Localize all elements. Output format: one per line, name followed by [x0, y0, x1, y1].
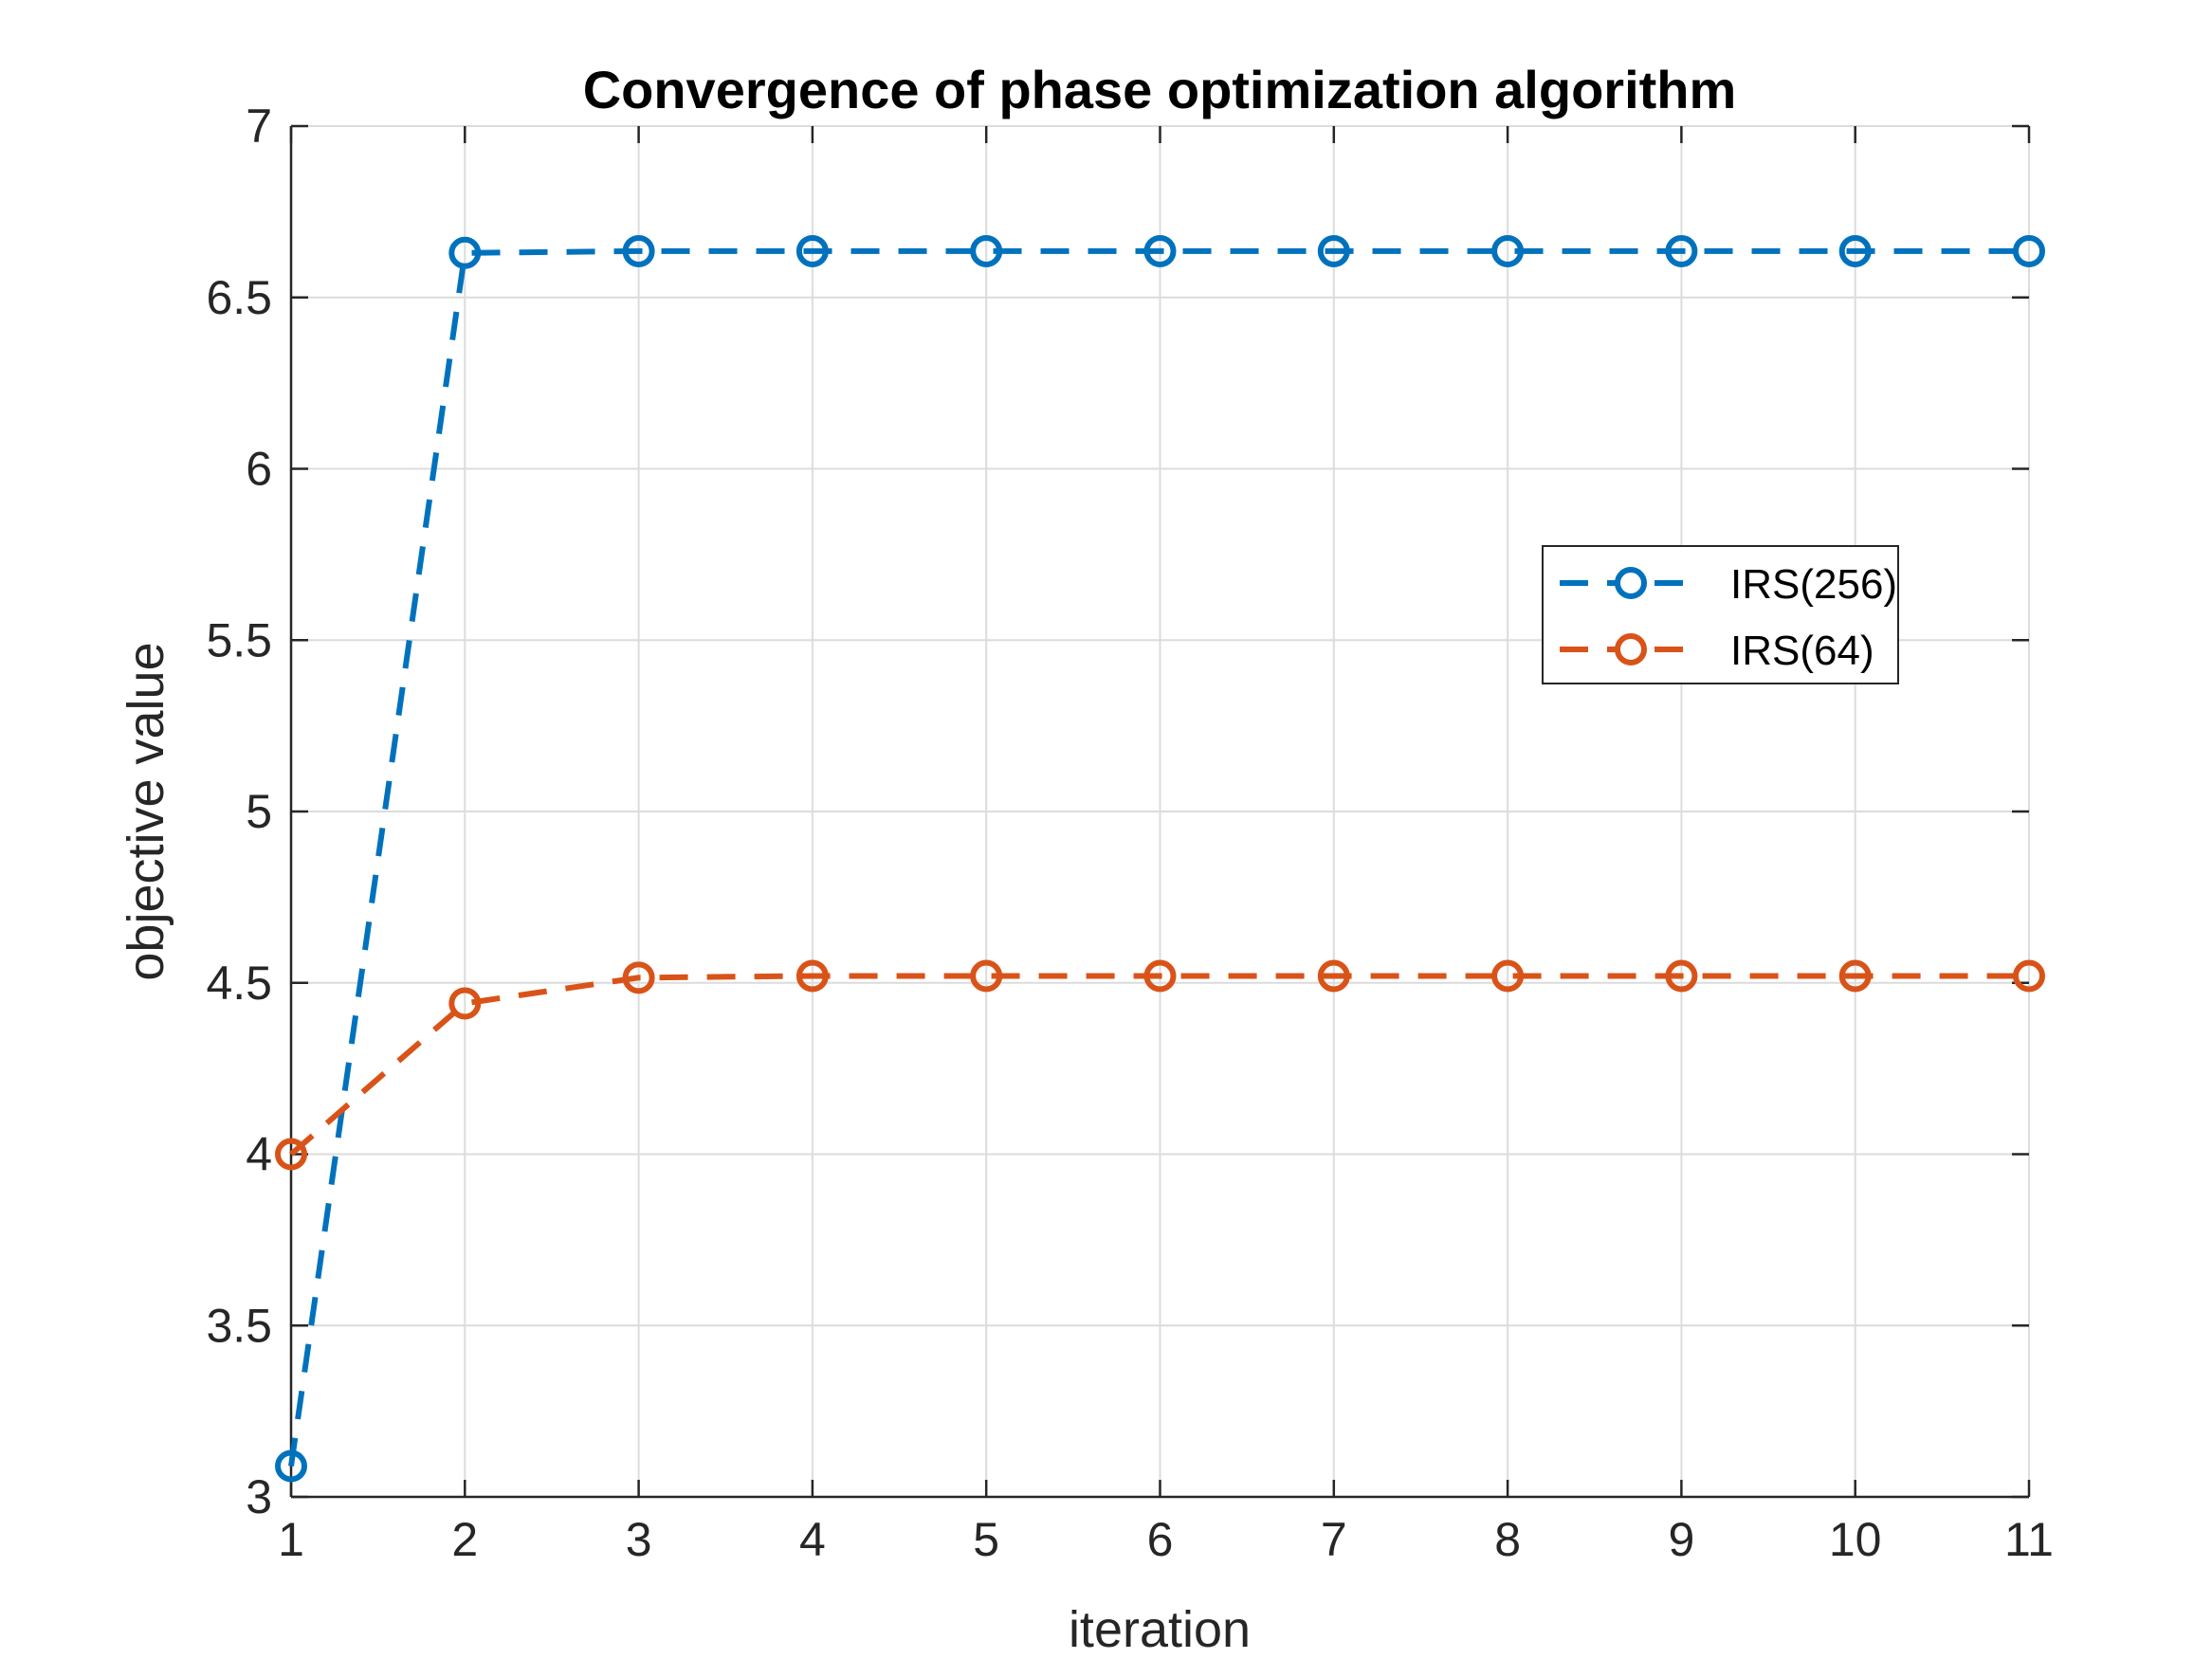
- data-point-irs-64-1: [275, 1138, 307, 1171]
- x-tick-label-6: 6: [1147, 1513, 1174, 1566]
- data-point-irs-64-3: [622, 961, 655, 994]
- x-tick-label-10: 10: [1829, 1513, 1882, 1566]
- x-tick-label-4: 4: [799, 1513, 826, 1566]
- series-line-irs-64: [289, 973, 2029, 1157]
- y-tick-label-5: 5: [246, 785, 272, 838]
- legend-entry-irs-64: IRS(64): [1560, 628, 1874, 674]
- data-point-irs-64-4: [795, 959, 829, 993]
- data-point-irs-64-2: [448, 987, 482, 1020]
- y-tick-label-4.5: 4.5: [206, 957, 272, 1010]
- x-tick-label-7: 7: [1321, 1513, 1347, 1566]
- x-axis-label: iteration: [1069, 1601, 1251, 1658]
- legend-entry-irs-256: IRS(256): [1560, 561, 1897, 608]
- data-point-irs-256-10: [1838, 234, 1872, 267]
- legend: IRS(256) IRS(64): [1542, 545, 1899, 684]
- legend-marker-irs-256: [1615, 567, 1647, 599]
- series-irs-64: [275, 959, 2045, 1171]
- y-tick-label-7: 7: [246, 100, 272, 153]
- data-point-irs-64-5: [970, 959, 1003, 993]
- legend-label-irs-64: IRS(64): [1730, 628, 1874, 674]
- y-axis-label: objective value: [118, 642, 174, 980]
- x-tick-label-1: 1: [278, 1513, 304, 1566]
- x-tick-label-2: 2: [451, 1513, 478, 1566]
- legend-label-irs-256: IRS(256): [1730, 561, 1897, 608]
- y-tick-label-6: 6: [246, 443, 272, 496]
- data-point-irs-64-7: [1317, 959, 1350, 993]
- data-point-irs-64-8: [1491, 959, 1525, 993]
- data-point-irs-256-3: [622, 234, 655, 267]
- series-irs-256: [275, 234, 2045, 1483]
- data-point-irs-256-7: [1317, 234, 1350, 267]
- x-tick-label-8: 8: [1494, 1513, 1521, 1566]
- legend-box: [1542, 545, 1899, 684]
- data-point-irs-64-9: [1665, 959, 1698, 993]
- data-point-irs-256-1: [275, 1449, 307, 1483]
- y-tick-label-5.5: 5.5: [206, 613, 272, 666]
- y-tick-label-4: 4: [246, 1128, 272, 1181]
- data-point-irs-64-6: [1143, 959, 1177, 993]
- data-point-irs-64-10: [1838, 959, 1872, 993]
- data-point-irs-256-2: [448, 236, 482, 269]
- data-point-irs-256-9: [1665, 234, 1698, 267]
- y-tick-label-6.5: 6.5: [206, 271, 272, 324]
- x-tick-label-11: 11: [2004, 1513, 2054, 1566]
- data-point-irs-256-4: [795, 234, 829, 267]
- x-tick-label-9: 9: [1668, 1513, 1694, 1566]
- series-line-irs-256: [288, 247, 2029, 1467]
- data-point-irs-256-6: [1143, 234, 1177, 267]
- x-tick-label-5: 5: [973, 1513, 999, 1566]
- data-point-irs-256-5: [970, 234, 1003, 267]
- data-point-irs-64-11: [2013, 959, 2045, 993]
- ticks: 1 2 3 4 5 6 7 8 9 10 11 3 3.5 4 4.5 5 5.5 6 6.5 7: [206, 100, 2053, 1566]
- x-tick-label-3: 3: [626, 1513, 652, 1566]
- data-point-irs-256-11: [2013, 234, 2045, 267]
- legend-entries: IRS(256) IRS(64): [1560, 561, 1897, 674]
- y-tick-label-3.5: 3.5: [206, 1299, 272, 1352]
- data-point-irs-256-8: [1491, 234, 1525, 267]
- series-layer: [275, 234, 2045, 1483]
- legend-marker-irs-64: [1615, 633, 1647, 665]
- y-tick-label-3: 3: [246, 1470, 272, 1523]
- chart-title: Convergence of phase optimization algori…: [583, 60, 1737, 119]
